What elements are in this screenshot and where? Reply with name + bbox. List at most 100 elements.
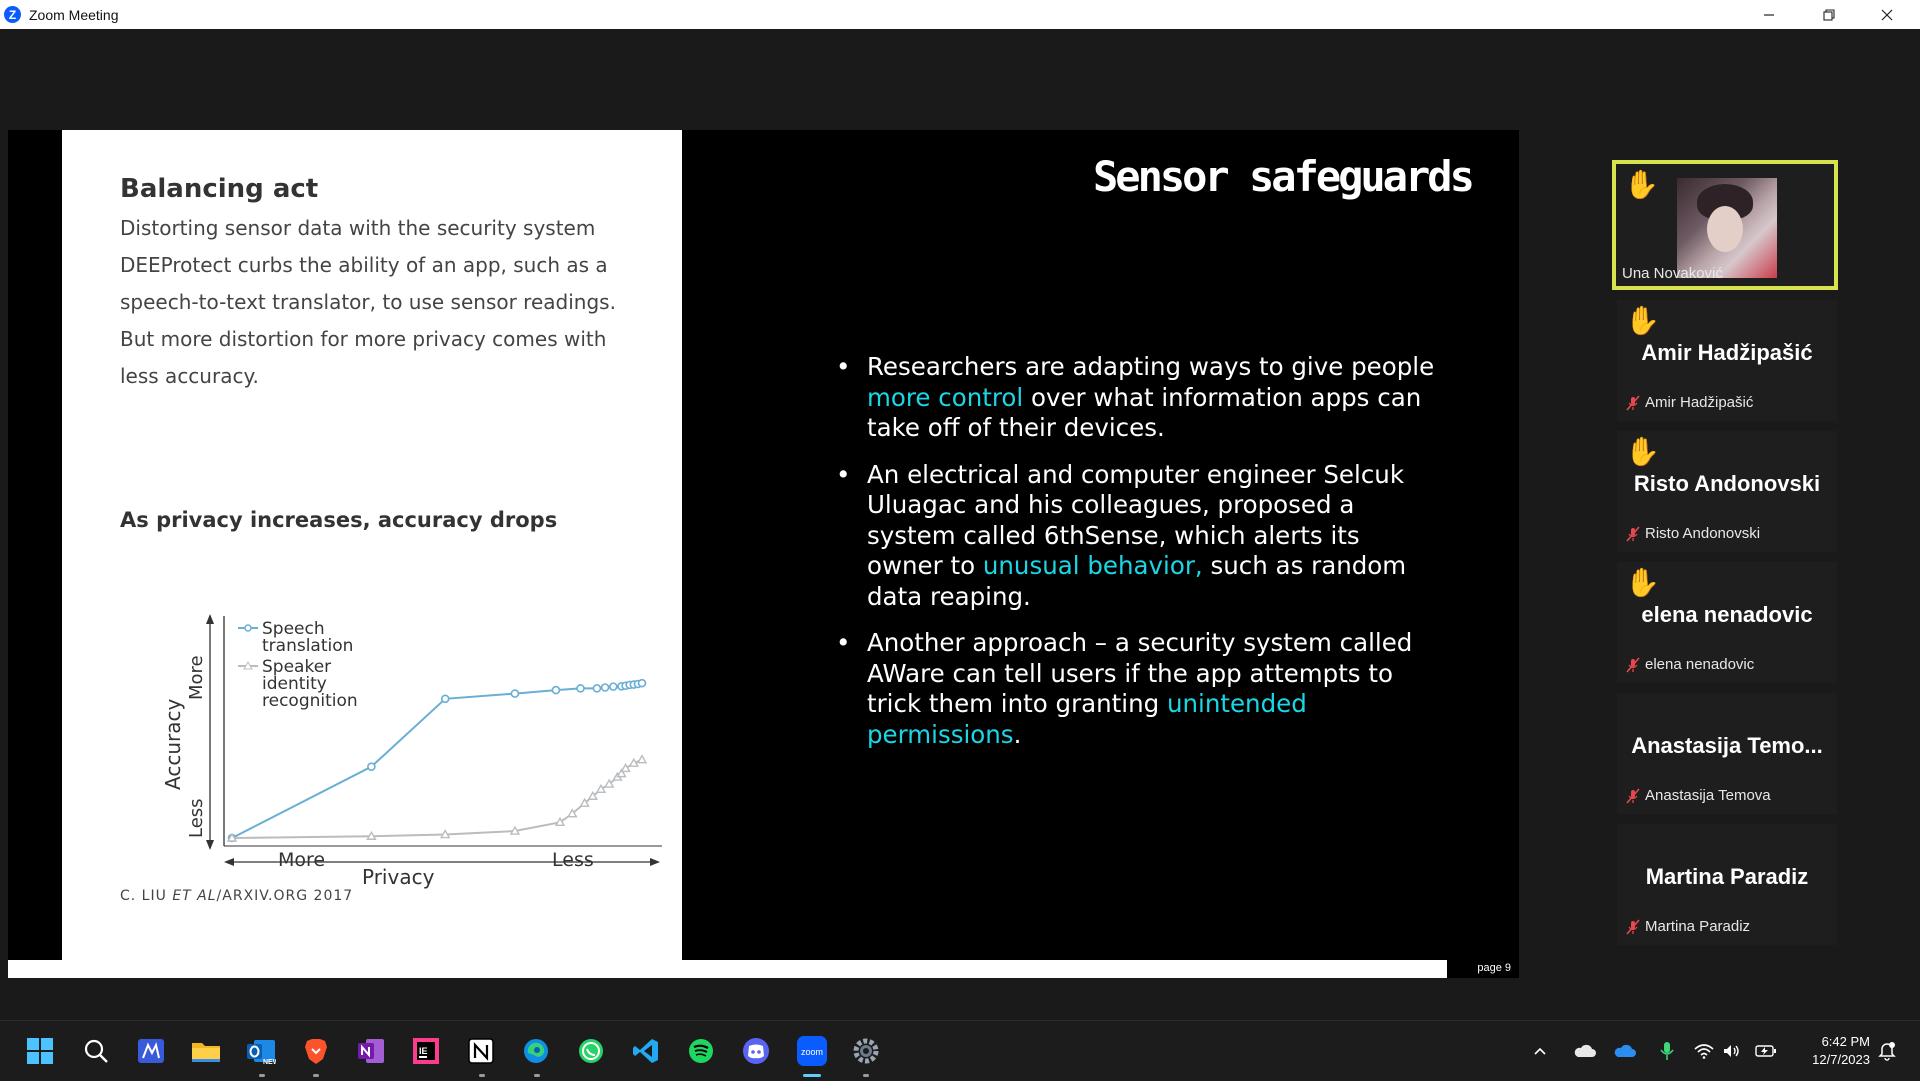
data-point <box>587 790 599 800</box>
data-point <box>439 829 451 839</box>
muted-mic-icon <box>1626 657 1640 673</box>
participant-display-name: Anastasija Temo... <box>1631 733 1823 758</box>
data-point <box>595 783 607 793</box>
minimize-icon <box>1764 13 1774 16</box>
data-point <box>551 685 561 695</box>
figure-body-text: Distorting sensor data with the security… <box>120 216 616 388</box>
data-point <box>510 689 520 698</box>
windows-taskbar: NEW IE zoom <box>0 1020 1920 1081</box>
muted-mic-icon <box>1626 788 1640 804</box>
slide-bottom-strip <box>8 960 1447 978</box>
bullet-item: Researchers are adapting ways to give pe… <box>836 352 1436 444</box>
notifications-bell-icon[interactable] <box>1875 1034 1899 1068</box>
svg-text:NEW: NEW <box>263 1059 276 1065</box>
data-point <box>636 754 648 764</box>
app-m-icon[interactable] <box>134 1034 168 1068</box>
close-icon <box>1881 9 1893 20</box>
participant-tile-martina[interactable]: Martina Paradiz Martina Paradiz <box>1617 824 1837 945</box>
data-point <box>567 808 578 818</box>
whatsapp-icon[interactable] <box>574 1034 608 1068</box>
participant-tile-elena[interactable]: ✋ elena nenadovic elena nenadovic <box>1617 562 1837 683</box>
onedrive-cloud-icon[interactable] <box>1571 1034 1599 1068</box>
y-tick-label: More <box>186 655 207 700</box>
participant-tile-amir[interactable]: ✋ Amir Hadžipašić Amir Hadžipašić <box>1617 300 1837 421</box>
participant-display-name: Risto Andonovski <box>1633 471 1821 496</box>
raised-hand-icon: ✋ <box>1625 305 1660 336</box>
data-point <box>637 678 647 688</box>
participant-tile-una-novakovic[interactable]: ✋ Una Novaković <box>1612 160 1838 290</box>
bullet-item: Another approach – a security system cal… <box>836 628 1436 750</box>
window-titlebar: Z Zoom Meeting <box>0 0 1920 29</box>
data-point <box>367 762 376 771</box>
participant-display-name: Amir Hadžipašić <box>1641 340 1813 365</box>
chart-title: As privacy increases, accuracy drops <box>120 508 558 532</box>
figure-heading: Balancing act <box>120 174 319 204</box>
svg-text:zoom: zoom <box>801 1047 823 1057</box>
file-explorer-icon[interactable] <box>189 1034 223 1068</box>
participant-display-name: elena nenadovic <box>1641 602 1813 627</box>
restore-button[interactable] <box>1800 0 1858 29</box>
svg-text:IE: IE <box>419 1046 428 1056</box>
clock-date: 12/7/2023 <box>1812 1052 1870 1067</box>
wifi-icon[interactable] <box>1692 1034 1716 1068</box>
participant-name-label: Risto Andonovski <box>1645 525 1761 542</box>
outlook-icon[interactable]: NEW <box>244 1034 278 1068</box>
page-number: page 9 <box>1477 962 1511 974</box>
brave-browser-icon[interactable] <box>299 1034 333 1068</box>
slide-title: Sensor safeguards <box>1093 152 1475 201</box>
series-line <box>231 758 643 839</box>
muted-mic-icon <box>1626 395 1640 411</box>
x-axis-arrowhead-left <box>224 858 234 866</box>
slide-bullet-list: Researchers are adapting ways to give pe… <box>836 352 1436 766</box>
x-axis-label: Privacy <box>362 865 435 889</box>
clock-time: 6:42 PM <box>1821 1034 1870 1049</box>
windows-start-icon[interactable] <box>23 1034 57 1068</box>
x-tick-label: More <box>278 849 325 871</box>
zoom-app-icon[interactable]: zoom <box>794 1034 830 1068</box>
vscode-icon[interactable] <box>629 1034 663 1068</box>
chevron-up-icon[interactable] <box>1528 1034 1552 1068</box>
minimize-button[interactable] <box>1740 0 1798 29</box>
participant-video <box>1677 178 1777 278</box>
spotify-icon[interactable] <box>684 1034 718 1068</box>
settings-gear-icon[interactable] <box>849 1034 883 1068</box>
participant-tile-anastasija[interactable]: Anastasija Temo... Anastasija Temova <box>1617 693 1837 814</box>
close-button[interactable] <box>1858 0 1916 29</box>
onenote-icon[interactable] <box>354 1034 388 1068</box>
raised-hand-icon: ✋ <box>1624 169 1659 200</box>
data-point <box>600 683 610 692</box>
data-point <box>592 684 602 693</box>
discord-icon[interactable] <box>739 1034 773 1068</box>
data-point <box>579 797 590 807</box>
data-point <box>366 830 377 840</box>
volume-icon[interactable] <box>1720 1034 1744 1068</box>
y-axis-arrowhead-down <box>206 840 214 850</box>
data-point <box>628 757 640 767</box>
search-icon[interactable] <box>79 1034 113 1068</box>
notion-icon[interactable] <box>464 1034 498 1068</box>
participant-name-label: elena nenadovic <box>1645 656 1755 673</box>
intellij-icon[interactable]: IE <box>409 1034 443 1068</box>
onedrive-blue-cloud-icon[interactable] <box>1611 1034 1639 1068</box>
active-app-indicator <box>803 1074 821 1077</box>
participant-tile-risto[interactable]: ✋ Risto Andonovski Risto Andonovski <box>1617 431 1837 552</box>
participant-name-label: Amir Hadžipašić <box>1645 394 1754 411</box>
data-point <box>226 832 238 842</box>
battery-charging-icon[interactable] <box>1753 1034 1779 1068</box>
window-title: Zoom Meeting <box>29 6 119 23</box>
figure-credit: C. LIU ET AL/ARXIV.ORG 2017 <box>120 888 354 904</box>
raised-hand-icon: ✋ <box>1625 436 1660 467</box>
edge-browser-icon[interactable] <box>519 1034 553 1068</box>
shared-screen: Balancing act Distorting sensor data wit… <box>8 130 1519 978</box>
taskbar-clock[interactable]: 6:42 PM 12/7/2023 <box>1790 1033 1870 1069</box>
raised-hand-icon: ✋ <box>1625 567 1660 598</box>
zoom-logo-icon: Z <box>4 6 21 23</box>
data-point <box>440 694 450 704</box>
chart-axes <box>206 614 662 866</box>
data-point <box>509 825 521 835</box>
bullet-item: An electrical and computer engineer Selc… <box>836 460 1436 613</box>
microphone-icon[interactable] <box>1655 1034 1679 1068</box>
muted-mic-icon <box>1626 526 1640 542</box>
participant-name-label: Una Novaković <box>1622 265 1723 282</box>
